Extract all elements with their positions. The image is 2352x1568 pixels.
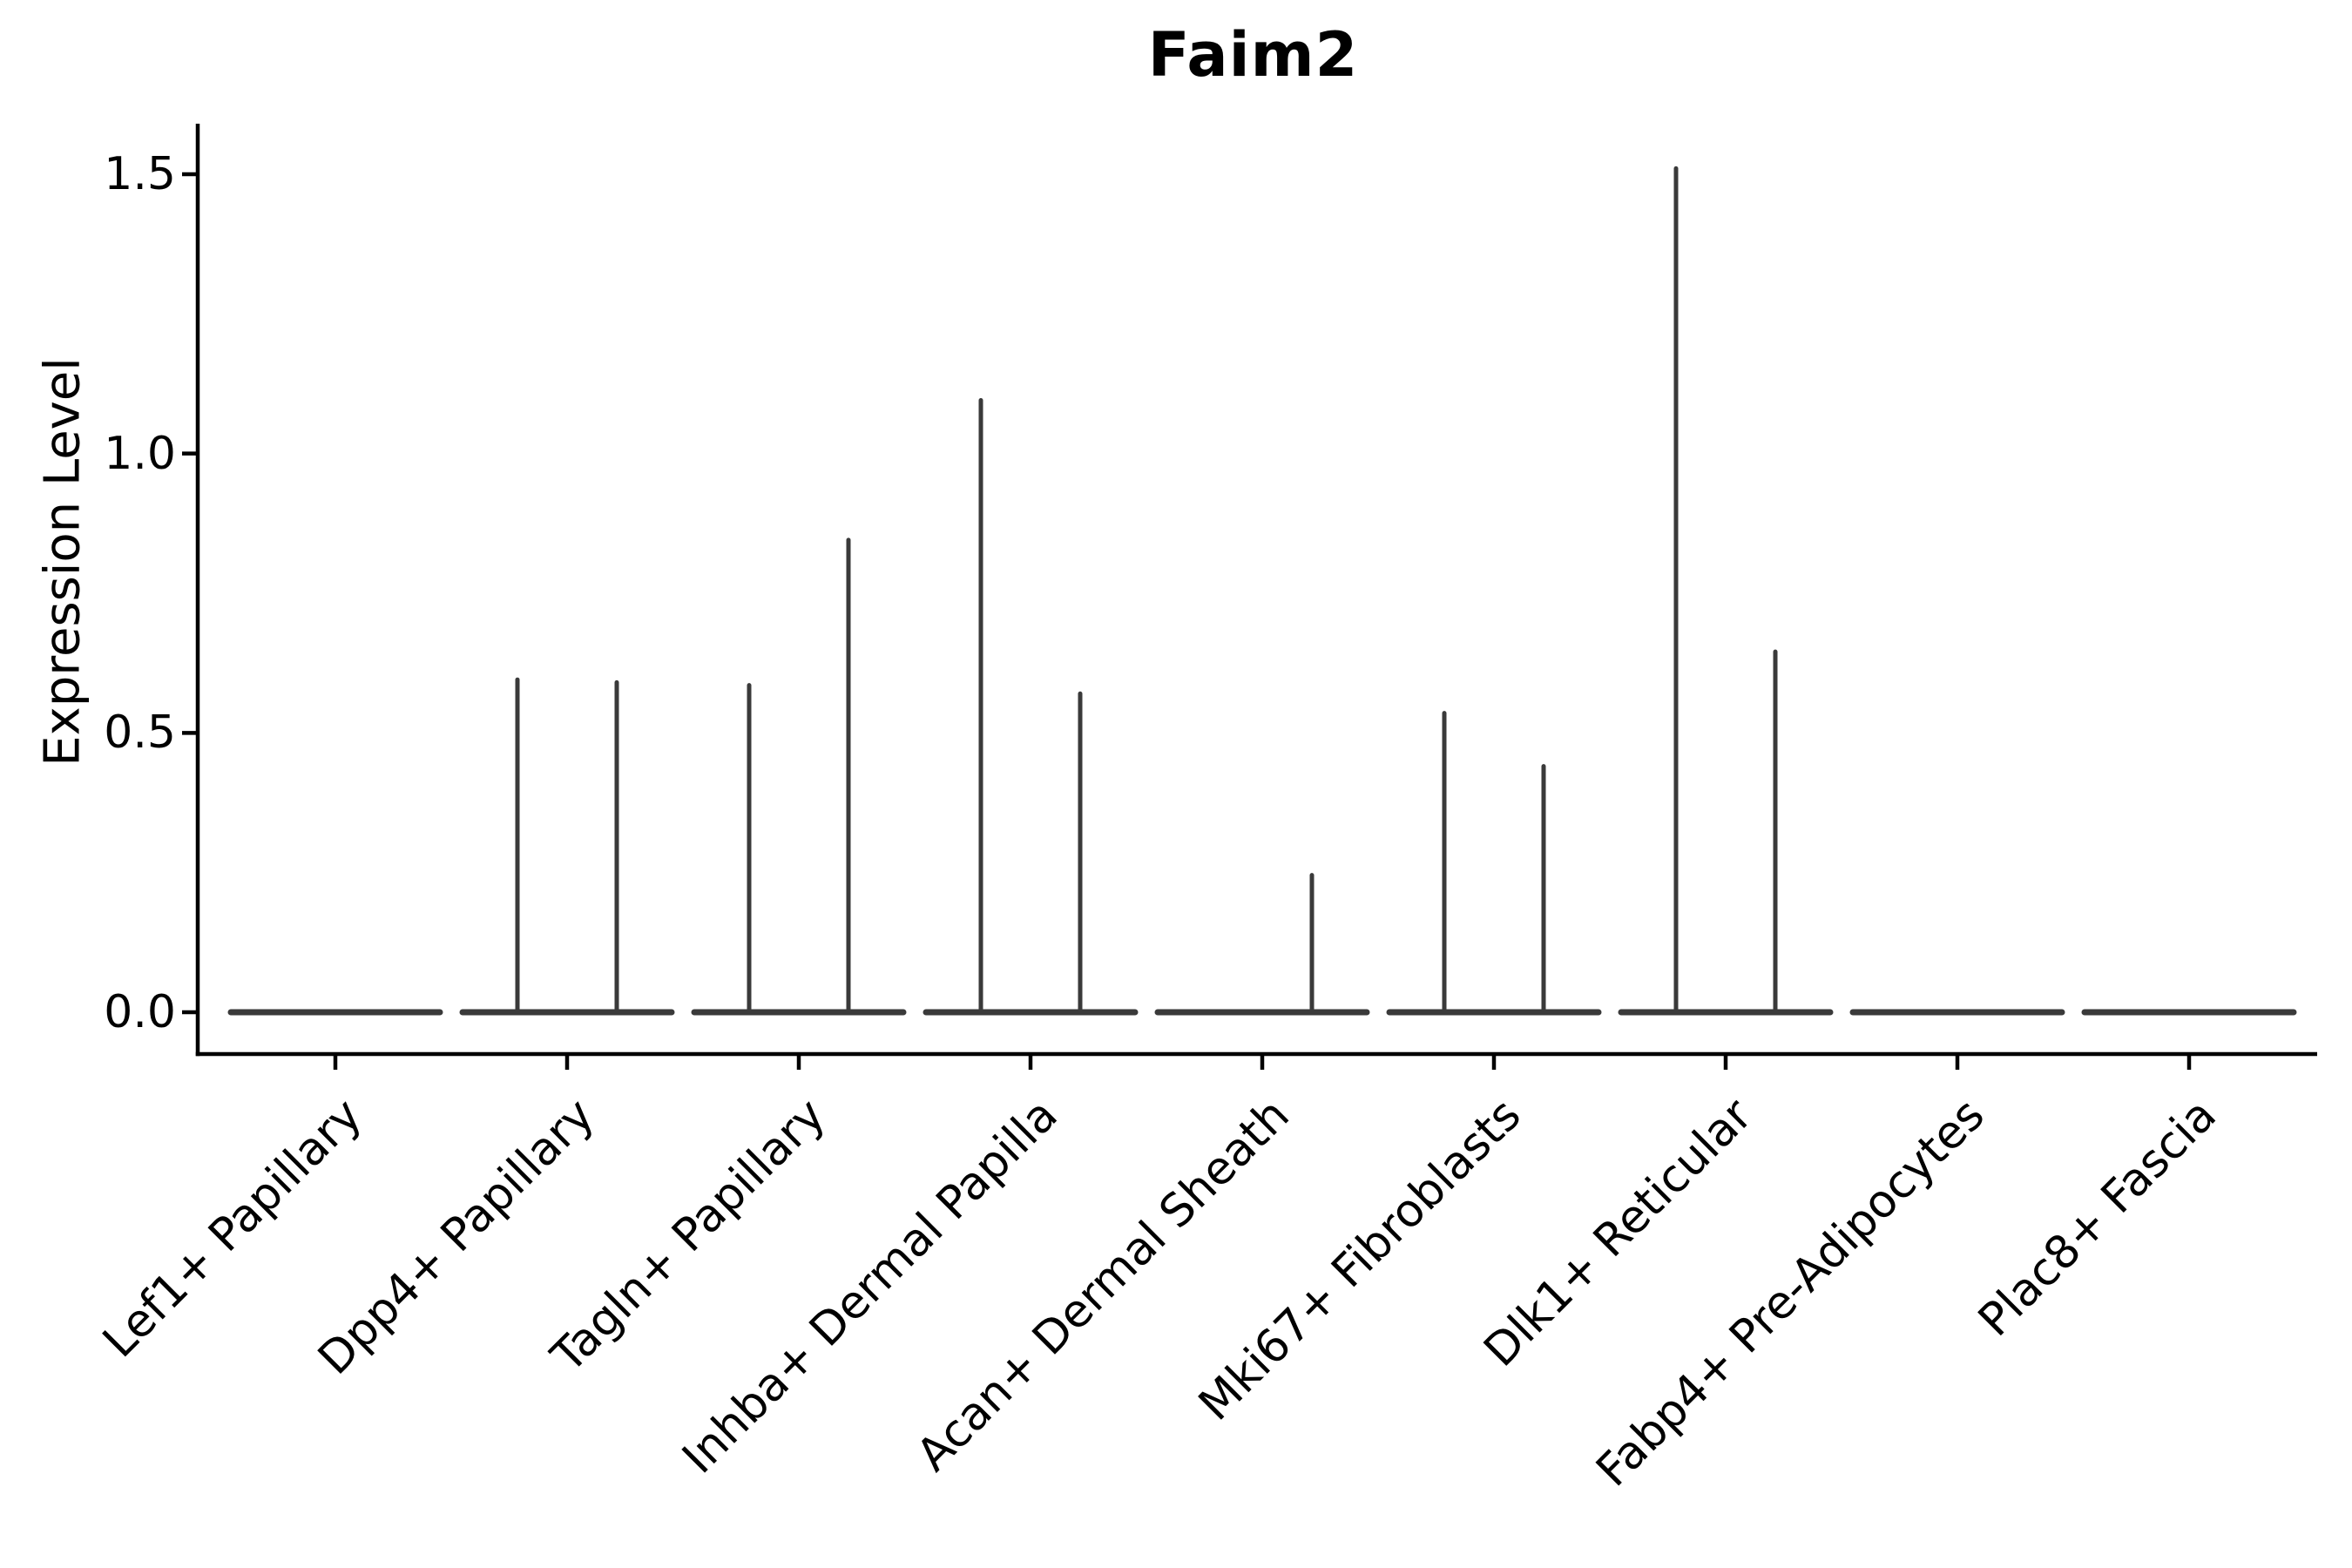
y-tick-label: 1.5 [104,148,176,200]
chart-title: Faim2 [1147,19,1359,91]
y-tick-label: 1.0 [104,427,176,480]
y-tick-label: 0.0 [104,986,176,1038]
y-tick-label: 0.5 [104,706,176,760]
